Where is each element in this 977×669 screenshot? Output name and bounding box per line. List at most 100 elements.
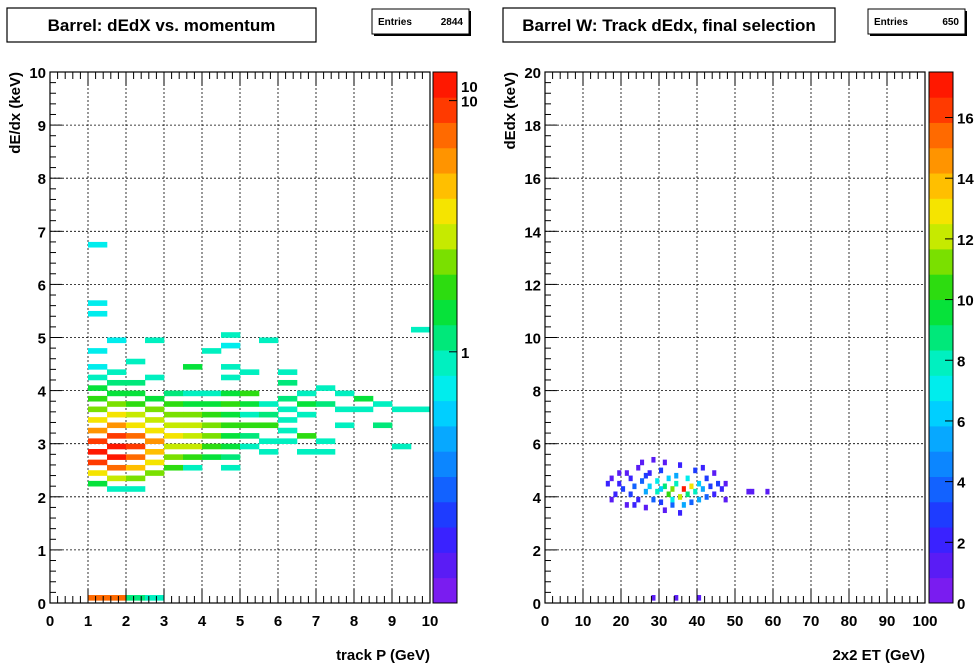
color-scale-label: 1 — [461, 345, 469, 362]
heatmap-cell — [88, 310, 108, 317]
color-scale-band — [433, 501, 457, 528]
color-scale-band — [433, 451, 457, 477]
heatmap-cell — [183, 464, 203, 471]
color-scale-band — [433, 274, 457, 300]
heatmap-cell — [700, 464, 705, 471]
heatmap-cell — [240, 390, 260, 397]
heatmap-cell — [221, 454, 241, 460]
x-axis-title: 2x2 ET (GeV) — [832, 647, 925, 664]
heatmap-cell — [164, 464, 184, 471]
heatmap-cell — [613, 491, 618, 498]
heatmap-cell — [202, 401, 222, 407]
x-tick-label: 40 — [689, 613, 706, 630]
heatmap-cell — [240, 369, 260, 375]
heatmap-cell — [107, 369, 127, 375]
heatmap-cell — [126, 595, 146, 601]
color-scale-band — [433, 249, 457, 275]
heatmap-cell — [278, 406, 298, 413]
heatmap-cell — [659, 499, 664, 506]
chart-title: Barrel: dEdX vs. momentum — [48, 16, 276, 35]
heatmap-cell — [704, 475, 709, 482]
color-scale-band — [433, 577, 457, 604]
heatmap-cell — [126, 379, 146, 386]
heatmap-cell — [202, 433, 222, 439]
heatmap-cell — [640, 459, 645, 466]
heatmap-cell — [678, 462, 683, 468]
color-scale-band — [433, 552, 457, 579]
heatmap-cell — [107, 443, 127, 450]
y-tick-label: 8 — [38, 171, 46, 188]
heatmap-cell — [624, 470, 629, 476]
heatmap-cell — [666, 475, 671, 482]
heatmap-cell — [723, 496, 728, 503]
y-tick-label: 7 — [38, 224, 46, 241]
y-tick-label: 3 — [38, 437, 46, 454]
color-scale-band — [929, 552, 953, 579]
heatmap-cell — [674, 472, 679, 479]
heatmap-cell — [655, 478, 660, 484]
heatmap-cell — [107, 337, 127, 344]
heatmap-cell — [221, 433, 241, 439]
heatmap-cell — [685, 475, 690, 482]
heatmap-cell — [145, 374, 165, 381]
color-scale-label: 6 — [957, 414, 965, 431]
y-axis-title: dEdx (keV) — [502, 72, 519, 150]
heatmap-cell — [746, 488, 751, 495]
chart-title: Barrel W: Track dEdx, final selection — [522, 16, 816, 35]
heatmap-cell — [316, 401, 336, 407]
heatmap-cell — [88, 427, 108, 434]
heatmap-cell — [88, 300, 108, 306]
color-scale-band — [433, 476, 457, 503]
color-scale-label: 16 — [957, 111, 974, 128]
heatmap-cell — [662, 483, 667, 490]
heatmap-cell — [88, 374, 108, 381]
heatmap-cell — [651, 456, 656, 463]
x-tick-label: 2 — [122, 613, 130, 630]
heatmap-cell — [240, 411, 260, 418]
heatmap-cell — [202, 454, 222, 460]
heatmap-cell — [297, 449, 317, 455]
heatmap-cell — [145, 459, 165, 466]
color-scale-label: 12 — [957, 232, 974, 249]
color-scale-band — [929, 198, 953, 225]
heatmap-cell — [259, 449, 279, 455]
heatmap-cell — [88, 395, 108, 402]
heatmap-cell — [697, 496, 702, 503]
x-tick-label: 60 — [765, 613, 782, 630]
heatmap-cell — [624, 502, 629, 508]
heatmap-cell — [221, 364, 241, 370]
heatmap-cell — [164, 401, 184, 407]
heatmap-cell — [126, 475, 146, 482]
y-tick-label: 14 — [524, 224, 541, 241]
heatmap-cell — [689, 483, 694, 490]
heatmap-cell — [659, 486, 664, 492]
heatmap-cell — [88, 595, 108, 601]
heatmap-cell — [88, 348, 108, 354]
heatmap-cell — [628, 491, 633, 498]
heatmap-cell — [107, 422, 127, 429]
heatmap-cell — [316, 449, 336, 455]
x-tick-label: 70 — [803, 613, 820, 630]
heatmap-cell — [681, 486, 686, 492]
heatmap-cell — [183, 433, 203, 439]
heatmap-cell — [88, 470, 108, 476]
heatmap-cell — [126, 464, 146, 471]
heatmap-cell — [632, 502, 637, 508]
heatmap-cell — [335, 406, 355, 413]
x-tick-label: 20 — [613, 613, 630, 630]
heatmap-cell — [278, 369, 298, 375]
color-scale-label: 0 — [957, 596, 965, 613]
heatmap-cell — [662, 507, 667, 514]
heatmap-cell — [145, 406, 165, 413]
heatmap-cell — [88, 417, 108, 423]
heatmap-cell — [670, 502, 675, 508]
heatmap-cell — [221, 332, 241, 338]
heatmap-cell — [373, 422, 393, 429]
color-scale-band — [929, 451, 953, 477]
y-tick-label: 12 — [524, 277, 541, 294]
heatmap-cell — [628, 475, 633, 482]
heatmap-cell — [259, 438, 279, 444]
stats-entries-label: Entries — [874, 17, 908, 28]
heatmap-cell — [697, 595, 702, 601]
color-scale-band — [433, 147, 457, 174]
